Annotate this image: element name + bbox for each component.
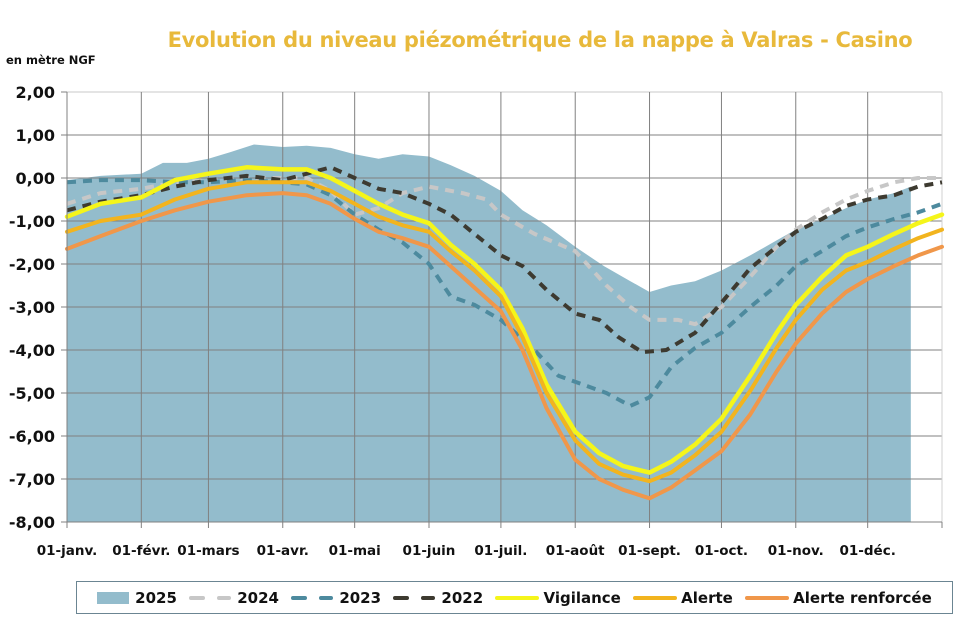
axes-layer: [61, 91, 943, 528]
legend-item: 2024: [189, 589, 279, 607]
y-tick-label: -2,00: [9, 255, 55, 274]
legend-label: Alerte: [681, 588, 733, 607]
series-area-2025: [67, 144, 911, 522]
legend-label: Vigilance: [543, 588, 621, 607]
plot-area: 2,00 1,00 0,00 -1,00 -2,00 -3,00 -4,00 -5,00 -6,…: [9, 83, 945, 559]
x-tick-label: 01-nov.: [768, 543, 824, 559]
legend-swatch: [393, 595, 436, 600]
series-layer: [64, 165, 945, 501]
y-tick-label: -7,00: [9, 470, 55, 489]
legend-item: Alerte renforcée: [745, 589, 932, 607]
y-tick-label: -4,00: [9, 341, 55, 360]
y-tick-label: 0,00: [16, 169, 55, 188]
legend-swatch: [189, 595, 232, 600]
legend-swatch: [745, 595, 790, 600]
x-tick-label: 01-oct.: [695, 543, 748, 559]
legend-swatch: [633, 595, 678, 600]
x-tick-label: 01-févr.: [112, 543, 170, 559]
y-tick-label: -3,00: [9, 298, 55, 317]
y-tick-label: -6,00: [9, 427, 55, 446]
legend-label: 2024: [237, 588, 279, 607]
legend-swatch: [291, 595, 334, 600]
legend-label: 2023: [339, 588, 382, 607]
legend-swatch: [97, 591, 130, 604]
x-tick-label: 01-mai: [329, 543, 381, 559]
area-layer: [67, 144, 911, 522]
series-line-alerte-renforcée: [65, 191, 944, 501]
series-line-2022: [66, 165, 943, 355]
legend-swatch: [495, 595, 540, 600]
legend-label: 2022: [441, 588, 484, 607]
series-line-alerte: [65, 180, 944, 484]
y-tick-label: 2,00: [16, 83, 55, 102]
y-tick-label: -8,00: [9, 513, 55, 532]
x-tick-label: 01-juin: [403, 543, 456, 559]
legend-item: Alerte: [633, 589, 733, 607]
x-tick-labels: 01-janv. 01-févr. 01-mars 01-avr. 01-mai 01-j…: [37, 543, 896, 559]
series-line-vigilance: [64, 165, 945, 475]
legend-item: Vigilance: [495, 588, 621, 607]
x-tick-label: 01-août: [546, 543, 605, 559]
x-tick-label: 01-janv.: [37, 543, 98, 559]
legend-label: 2025: [135, 588, 177, 607]
legend-label: Alerte renforcée: [793, 588, 932, 607]
y-tick-label: -1,00: [9, 212, 55, 231]
x-tick-label: 01-mars: [177, 543, 239, 559]
legend: 2025 2024 2023 2022 Vigilance Alerte Alerte re…: [76, 581, 953, 614]
x-tick-label: 01-avr.: [257, 543, 309, 559]
x-tick-label: 01-sept.: [618, 543, 681, 559]
y-tick-label: -5,00: [9, 384, 55, 403]
grid-layer: [67, 91, 943, 523]
y-tick-label: 1,00: [16, 126, 55, 145]
y-axis-label: en mètre NGF: [6, 53, 96, 67]
x-tick-label: 01-déc.: [840, 543, 896, 559]
x-tick-label: 01-juil.: [474, 543, 527, 559]
legend-swatch-area: [97, 591, 130, 604]
legend-item: 2023: [291, 589, 381, 607]
legend-item: 2025: [97, 589, 177, 607]
chart-title: Evolution du niveau piézométrique de la …: [167, 28, 913, 52]
y-tick-labels: 2,00 1,00 0,00 -1,00 -2,00 -3,00 -4,00 -5,00 -6,…: [9, 83, 55, 532]
legend-item: 2022: [393, 589, 483, 607]
